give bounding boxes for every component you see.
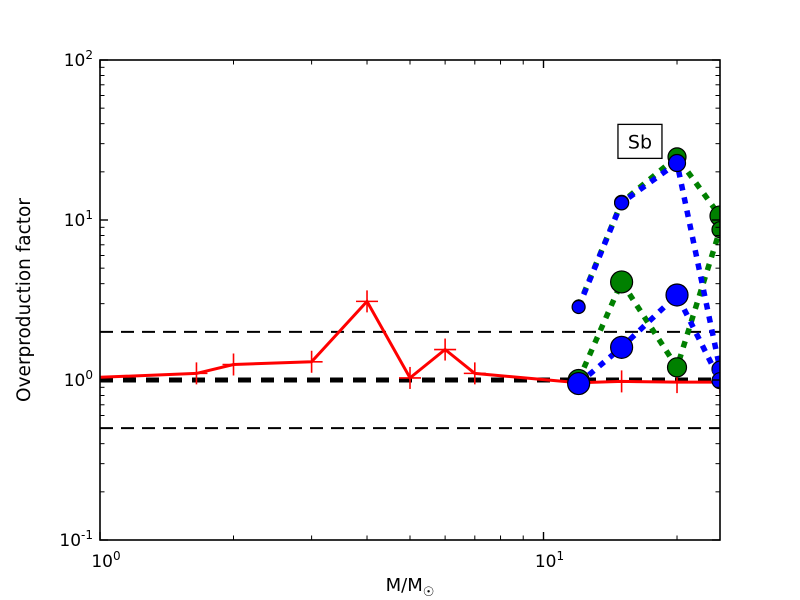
circle-marker [666, 357, 688, 378]
y-tick-label: 101 [64, 208, 93, 231]
y-tick-label: 100 [64, 368, 93, 391]
circle-marker [711, 221, 720, 239]
x-tick-label: 100 [91, 549, 120, 572]
circle-marker [614, 195, 630, 211]
series-line [576, 290, 720, 386]
circle-marker [610, 270, 634, 294]
series-red-solid-plus-markers [100, 290, 720, 394]
x-axis-label: M/M☉ [386, 575, 435, 600]
annotation-box [617, 123, 663, 160]
annotation-text: Sb [628, 131, 652, 153]
circle-marker [610, 335, 634, 359]
y-tick-label: 10-1 [59, 528, 93, 551]
plot-data-area [100, 147, 720, 430]
y-tick-label: 102 [64, 48, 93, 71]
circle-marker [571, 299, 586, 315]
circle-marker [667, 153, 687, 173]
circle-marker [709, 205, 720, 227]
circle-marker [567, 371, 591, 396]
series-line [576, 158, 720, 370]
y-axis-label: Overproduction factor [14, 198, 35, 402]
axis-ticks [99, 59, 720, 541]
circle-marker [665, 283, 689, 307]
series-blue-dotted-upper-circles [571, 153, 720, 378]
x-tick-label: 101 [535, 549, 564, 572]
